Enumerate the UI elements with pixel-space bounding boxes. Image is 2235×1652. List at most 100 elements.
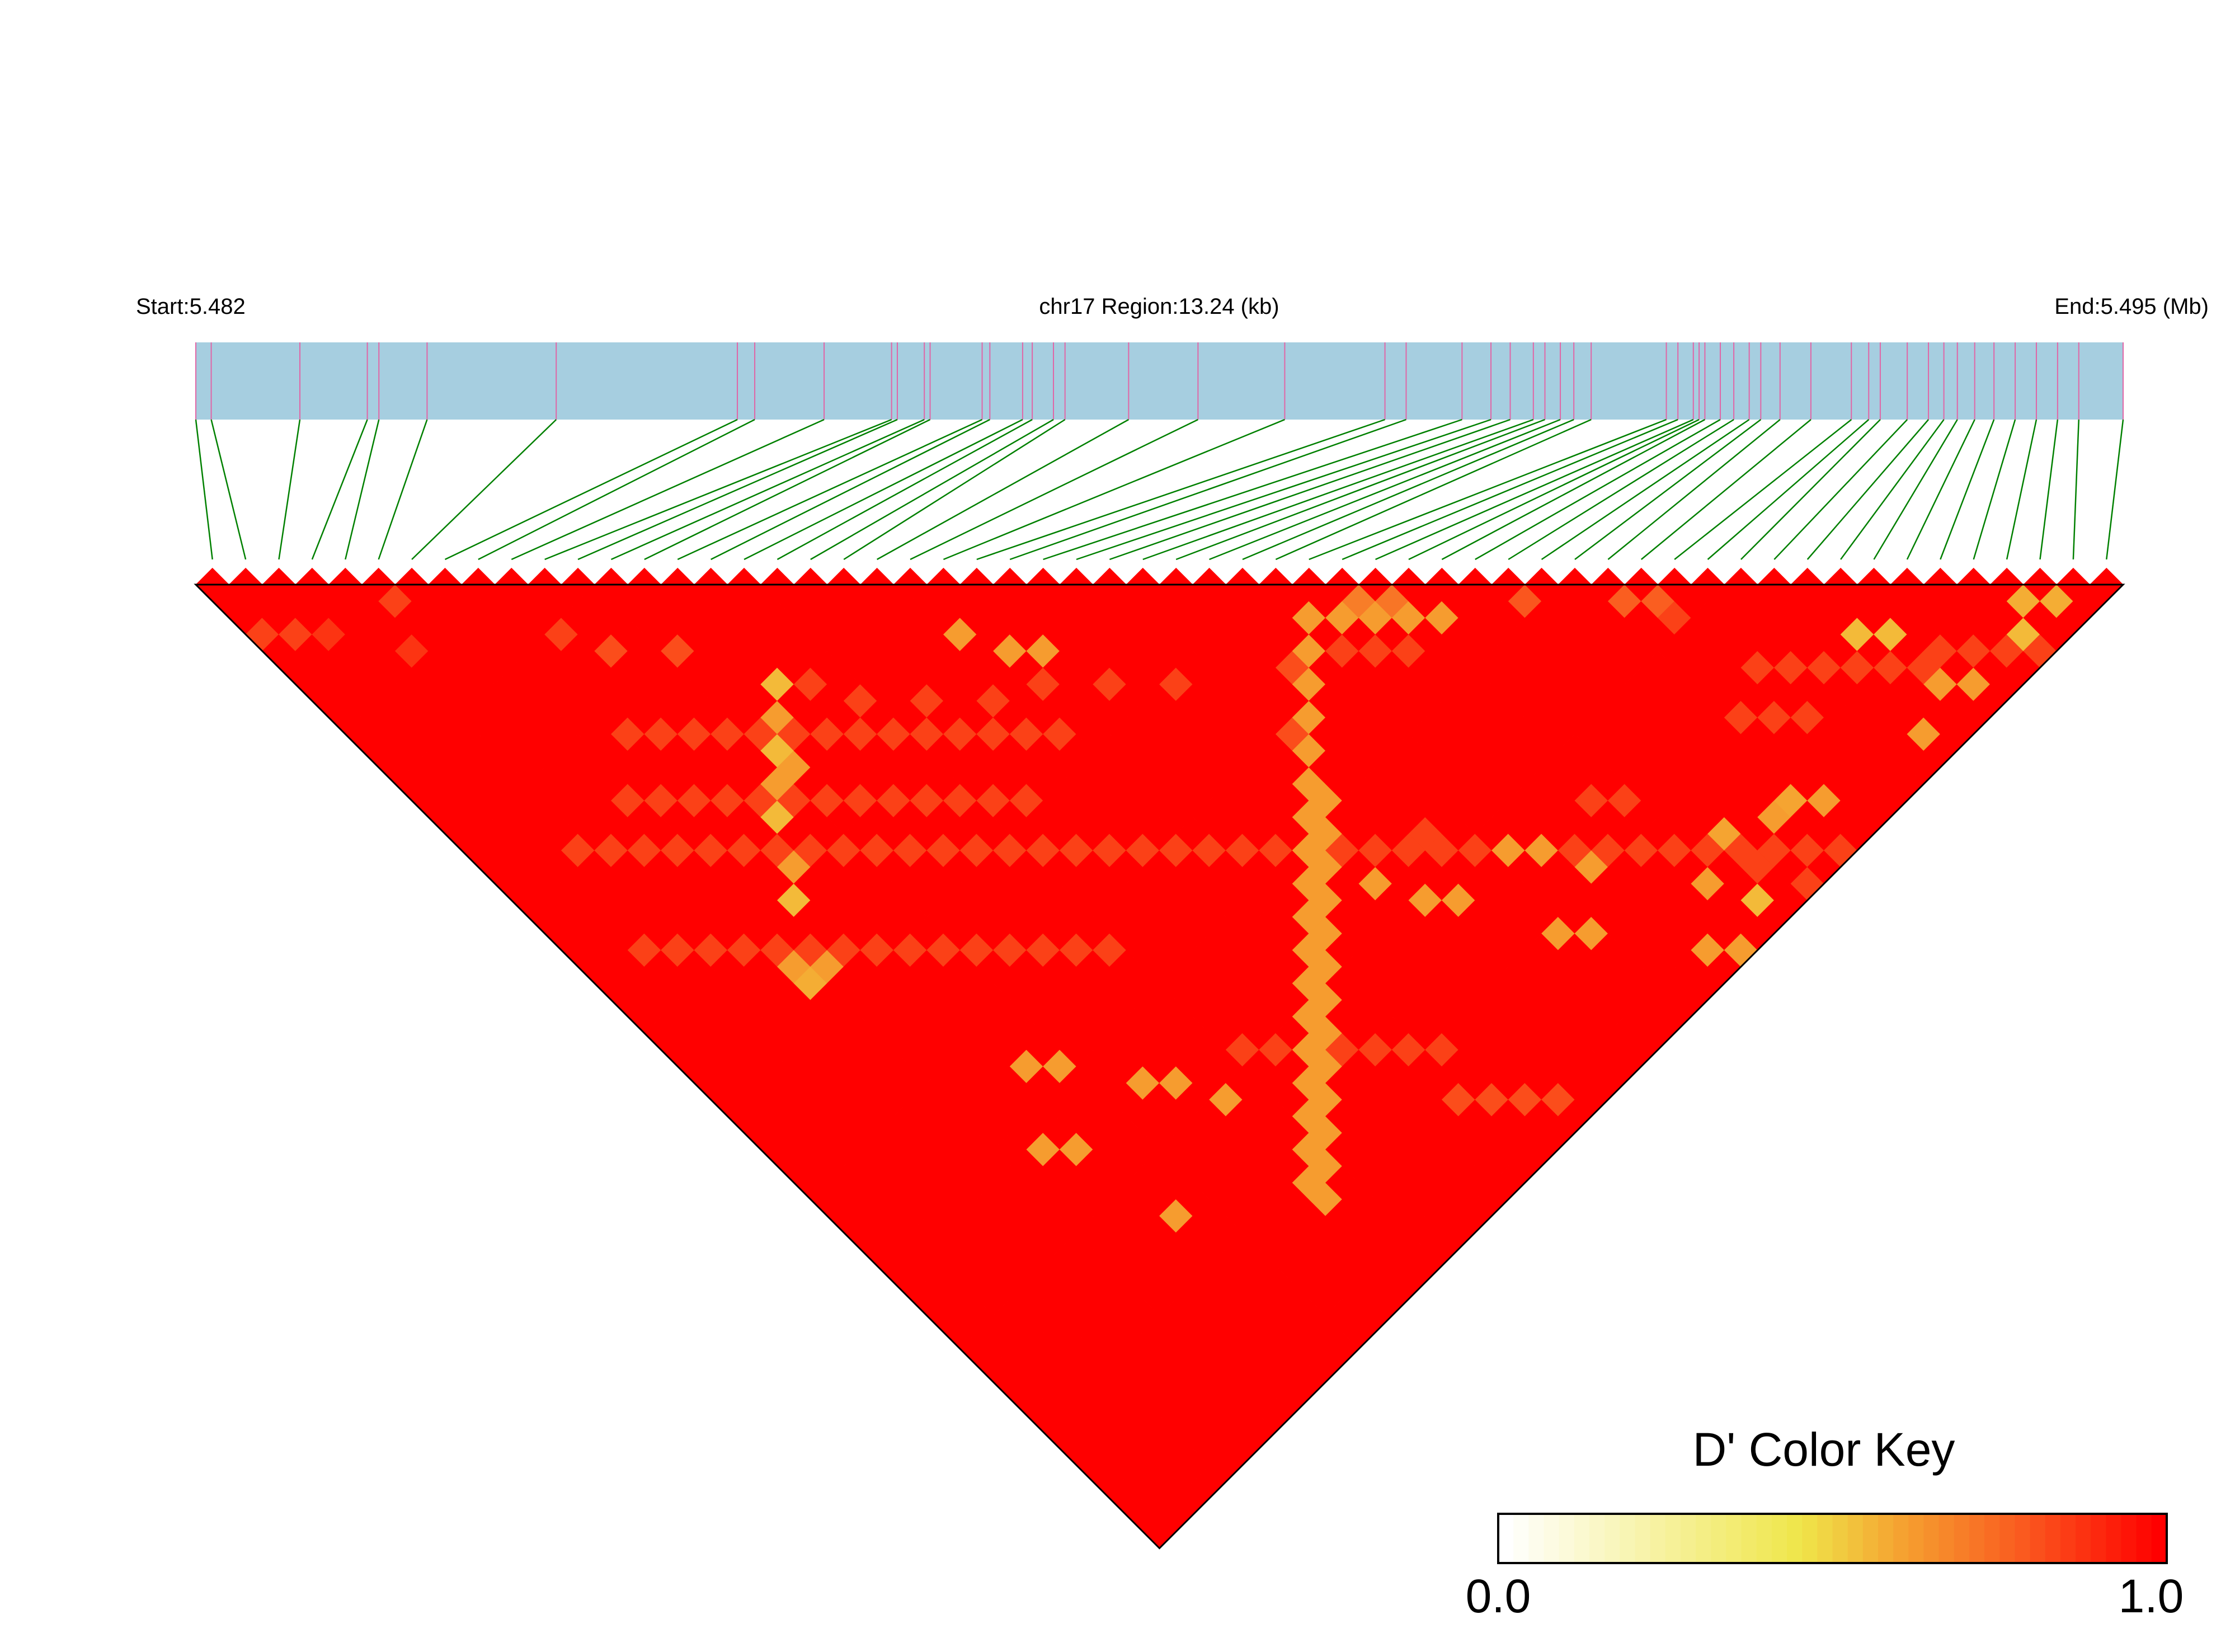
region-start-label: Start:5.482: [136, 294, 246, 319]
snp-connector-line: [1541, 418, 1750, 561]
snp-connector-line: [1275, 418, 1592, 561]
color-key-swatch: [1817, 1514, 1833, 1563]
snp-connector-line: [278, 419, 301, 560]
snp-connector-line: [1043, 418, 1462, 561]
snp-connector-line: [1740, 419, 1881, 560]
snp-connector-line: [1707, 419, 1870, 560]
color-key-swatch: [1862, 1514, 1879, 1563]
snp-connector-line: [877, 418, 1129, 561]
snp-connector-line: [1009, 418, 1406, 561]
color-key-title: D' Color Key: [1693, 1423, 1955, 1476]
color-key-swatch: [1938, 1514, 1955, 1563]
color-key-swatch: [1878, 1514, 1894, 1563]
snp-connector-line: [1607, 419, 1781, 560]
snp-connector-line: [1973, 419, 2016, 560]
snp-connector-line: [1342, 418, 1678, 561]
snp-connector-line: [711, 418, 990, 561]
color-key-swatch: [1802, 1514, 1818, 1563]
color-key-swatch: [1984, 1514, 2000, 1563]
snp-connector-line: [378, 419, 428, 560]
snp-connector-line: [345, 419, 380, 560]
snp-connector-line: [1175, 418, 1545, 561]
color-key-swatch: [1559, 1514, 1575, 1563]
color-key-swatch: [1635, 1514, 1651, 1563]
color-key-swatch: [2045, 1514, 2061, 1563]
snp-connector-line: [1806, 419, 1930, 560]
color-key-swatch: [1954, 1514, 1970, 1563]
color-key-swatch: [1999, 1514, 2016, 1563]
snp-connector-line: [1209, 418, 1561, 561]
color-key-swatch: [1544, 1514, 1560, 1563]
snp-connector-line: [1674, 419, 1852, 560]
snp-connector-line: [943, 418, 1285, 561]
region-title: chr17 Region:13.24 (kb): [1039, 294, 1279, 319]
snp-connector-line: [411, 419, 557, 560]
color-key-swatch: [1513, 1514, 1529, 1563]
snp-connector-lines: [195, 418, 2124, 561]
snp-connector-line: [1940, 419, 1995, 560]
color-key: D' Color Key 0.0 1.0: [1466, 1423, 2184, 1622]
snp-connector-line: [1309, 418, 1667, 561]
color-key-swatch: [1574, 1514, 1590, 1563]
color-key-swatch: [1771, 1514, 1787, 1563]
snp-connector-line: [810, 418, 1054, 561]
snp-connector-line: [1840, 419, 1945, 560]
snp-connector-line: [2006, 419, 2038, 560]
snp-connector-line: [1375, 418, 1694, 561]
color-key-swatch: [1741, 1514, 1757, 1563]
color-key-swatch: [1726, 1514, 1742, 1563]
color-key-swatch: [1711, 1514, 1726, 1563]
snp-connector-line: [1109, 418, 1511, 561]
color-key-max-label: 1.0: [2119, 1570, 2184, 1622]
snp-connector-line: [744, 418, 1023, 561]
snp-connector-line: [644, 418, 931, 561]
color-key-min-label: 0.0: [1466, 1570, 1531, 1622]
color-key-swatch: [1969, 1514, 1985, 1563]
snp-connector-line: [843, 418, 1066, 561]
snp-connector-line: [2106, 419, 2124, 560]
ld-heatmap: [195, 567, 2124, 1549]
color-key-swatch: [2121, 1514, 2137, 1563]
snp-connector-line: [1076, 418, 1491, 561]
color-key-swatch: [1498, 1514, 1514, 1563]
snp-connector-line: [1242, 418, 1574, 561]
color-key-swatch: [1923, 1514, 1940, 1563]
snp-connector-line: [1142, 418, 1534, 561]
color-key-swatch: [1787, 1514, 1803, 1563]
snp-connector-line: [544, 418, 892, 561]
snp-connector-line: [311, 419, 368, 560]
snp-connector-line: [478, 418, 755, 561]
snp-connector-line: [1408, 418, 1700, 561]
color-key-swatch: [1832, 1514, 1848, 1563]
color-key-swatch: [2091, 1514, 2106, 1563]
color-key-border: [1497, 1513, 2168, 1564]
snp-connector-line: [1640, 419, 1811, 560]
snp-connector-line: [1873, 419, 1958, 560]
snp-connector-line: [1475, 418, 1721, 561]
snp-connector-line: [677, 418, 983, 561]
snp-connector-line: [1906, 419, 1975, 560]
color-key-swatch: [1589, 1514, 1605, 1563]
snp-connector-line: [777, 418, 1033, 561]
snp-connector-line: [976, 418, 1385, 561]
snp-connector-line: [577, 418, 898, 561]
color-key-swatch: [1756, 1514, 1772, 1563]
snp-connector-line: [1773, 419, 1908, 560]
snp-connector-line: [511, 418, 825, 561]
color-key-swatch: [2106, 1514, 2122, 1563]
snp-connector-line: [444, 418, 738, 561]
snp-connector-line: [2039, 419, 2059, 560]
color-key-swatch: [1665, 1514, 1681, 1563]
color-key-swatch: [1893, 1514, 1909, 1563]
color-key-gradient: [1498, 1514, 2167, 1563]
color-key-swatch: [1680, 1514, 1696, 1563]
color-key-swatch: [2030, 1514, 2046, 1563]
color-key-swatch: [1696, 1514, 1711, 1563]
snp-connector-line: [610, 418, 925, 561]
color-key-swatch: [1908, 1514, 1925, 1563]
region-end-label: End:5.495 (Mb): [2054, 294, 2209, 319]
color-key-swatch: [2060, 1514, 2076, 1563]
color-key-swatch: [2136, 1514, 2152, 1563]
snp-connector-line: [210, 419, 247, 560]
